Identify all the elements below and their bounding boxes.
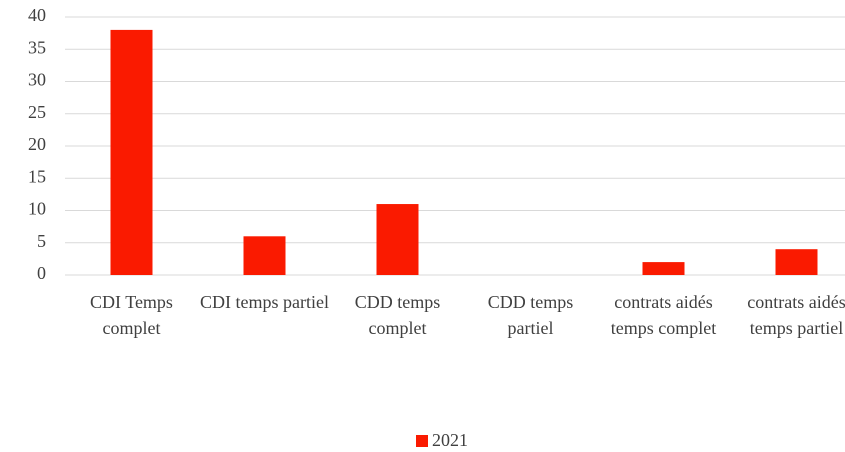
bar xyxy=(110,29,153,276)
legend-label: 2021 xyxy=(432,430,468,450)
y-tick-label: 0 xyxy=(37,263,46,283)
x-tick-label: CDD temps partiel xyxy=(487,292,574,338)
y-tick-label: 40 xyxy=(28,5,46,25)
bar xyxy=(243,236,286,275)
x-tick-label: contrats aidés temps complet xyxy=(610,292,717,338)
y-tick-label: 35 xyxy=(28,37,46,57)
x-tick-label: CDD temps complet xyxy=(354,292,441,338)
y-tick-label: 10 xyxy=(28,199,46,219)
x-tick-label: contrats aidés temps partiel xyxy=(747,292,845,338)
y-tick-label: 25 xyxy=(28,102,46,122)
x-tick-label: CDI Temps complet xyxy=(90,292,173,338)
legend-swatch xyxy=(416,435,428,447)
y-tick-label: 20 xyxy=(28,134,46,154)
y-tick-label: 15 xyxy=(28,166,46,186)
bar xyxy=(376,204,419,275)
bar xyxy=(642,262,685,275)
y-tick-label: 30 xyxy=(28,70,46,90)
y-tick-label: 5 xyxy=(37,231,46,251)
x-tick-label: CDI temps partiel xyxy=(200,292,329,312)
bar xyxy=(775,249,818,275)
